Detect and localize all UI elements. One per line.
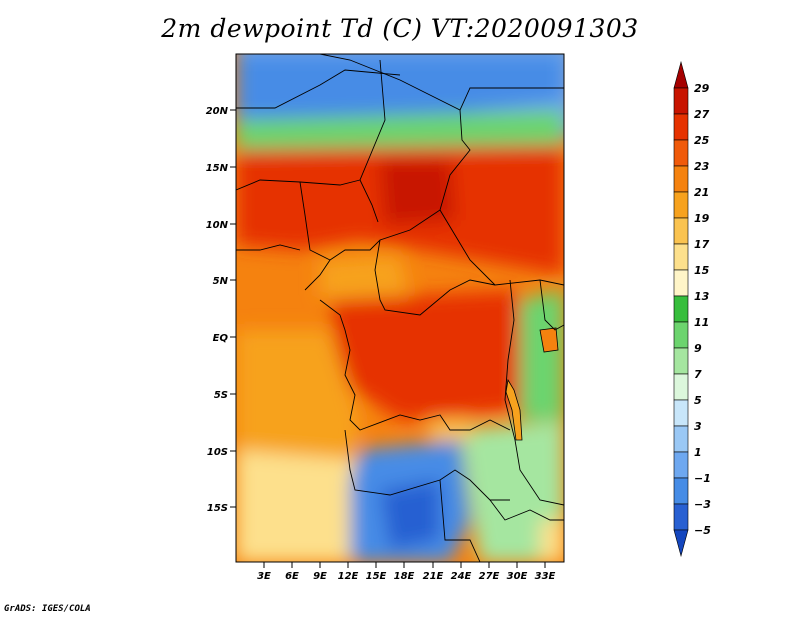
lon-label-27e: 27E xyxy=(479,571,500,582)
colorbar-label: 9 xyxy=(694,342,702,355)
colorbar-label: 21 xyxy=(694,186,709,199)
lon-label-24e: 24E xyxy=(451,571,472,582)
map-title: 2m dewpoint Td (C) VT:2020091303 xyxy=(161,14,639,43)
colorbar-label: −3 xyxy=(694,498,711,511)
colorbar-segment xyxy=(673,529,689,558)
colorbar-label: 5 xyxy=(694,394,702,407)
lon-label-6e: 6E xyxy=(285,571,299,582)
colorbar-segment xyxy=(673,451,689,479)
lon-label-33e: 33E xyxy=(535,571,556,582)
latitude-ticks xyxy=(230,109,236,508)
country-borders xyxy=(236,54,564,562)
colorbar-label: 19 xyxy=(694,212,710,225)
longitude-ticks xyxy=(263,562,546,568)
colorbar-segment xyxy=(673,321,689,349)
lon-label-30e: 30E xyxy=(507,571,528,582)
colorbar-label: 29 xyxy=(694,82,710,95)
colorbar xyxy=(673,60,689,558)
colorbar-segment xyxy=(673,295,689,323)
colorbar-label: 15 xyxy=(694,264,710,277)
colorbar-segment xyxy=(673,399,689,427)
lon-label-15e: 15E xyxy=(366,571,387,582)
colorbar-label: 3 xyxy=(694,420,702,433)
colorbar-label: 27 xyxy=(694,108,710,121)
colorbar-segment xyxy=(673,243,689,271)
lon-label-12e: 12E xyxy=(338,571,359,582)
lat-label-10n: 10N xyxy=(206,220,229,231)
colorbar-label: −5 xyxy=(694,524,711,537)
longitude-labels: 3E 6E 9E 12E 15E 18E 21E 24E 27E 30E 33E xyxy=(257,571,555,582)
colorbar-label: 25 xyxy=(694,134,710,147)
colorbar-segment xyxy=(673,425,689,453)
lon-label-9e: 9E xyxy=(313,571,327,582)
colorbar-label: 17 xyxy=(694,238,710,251)
colorbar-label: 11 xyxy=(694,316,709,329)
colorbar-label: −1 xyxy=(694,472,711,485)
colorbar-segment xyxy=(673,191,689,219)
lat-label-20n: 20N xyxy=(206,106,229,117)
colorbar-segment xyxy=(673,217,689,245)
colorbar-segment xyxy=(673,477,689,505)
dewpoint-field xyxy=(236,54,564,562)
grads-credit: GrADS: IGES/COLA xyxy=(4,604,91,614)
lat-label-15n: 15N xyxy=(206,163,229,174)
lat-label-5n: 5N xyxy=(213,276,229,287)
colorbar-segment xyxy=(673,503,689,531)
colorbar-segment xyxy=(673,373,689,401)
lat-label-eq: EQ xyxy=(213,333,229,344)
colorbar-label: 7 xyxy=(694,368,702,381)
map-frame xyxy=(235,53,565,563)
colorbar-segment xyxy=(673,139,689,167)
colorbar-segment xyxy=(673,87,689,115)
colorbar-segment xyxy=(673,269,689,297)
colorbar-segment xyxy=(673,347,689,375)
lon-label-21e: 21E xyxy=(423,571,444,582)
colorbar-label: 13 xyxy=(694,290,710,303)
lat-label-10s: 10S xyxy=(207,447,228,458)
colorbar-labels: 29 27 25 23 21 19 17 15 13 11 9 7 5 3 1 −1 −3 −5 xyxy=(694,82,711,537)
latitude-labels: 20N 15N 10N 5N EQ 5S 10S 15S xyxy=(206,106,229,514)
lat-label-5s: 5S xyxy=(214,390,228,401)
lon-label-3e: 3E xyxy=(257,571,271,582)
colorbar-segment xyxy=(673,60,689,89)
lat-label-15s: 15S xyxy=(207,503,228,514)
lon-label-18e: 18E xyxy=(394,571,415,582)
colorbar-segment xyxy=(673,113,689,141)
colorbar-segment xyxy=(673,165,689,193)
colorbar-label: 1 xyxy=(694,446,702,459)
colorbar-label: 23 xyxy=(694,160,710,173)
